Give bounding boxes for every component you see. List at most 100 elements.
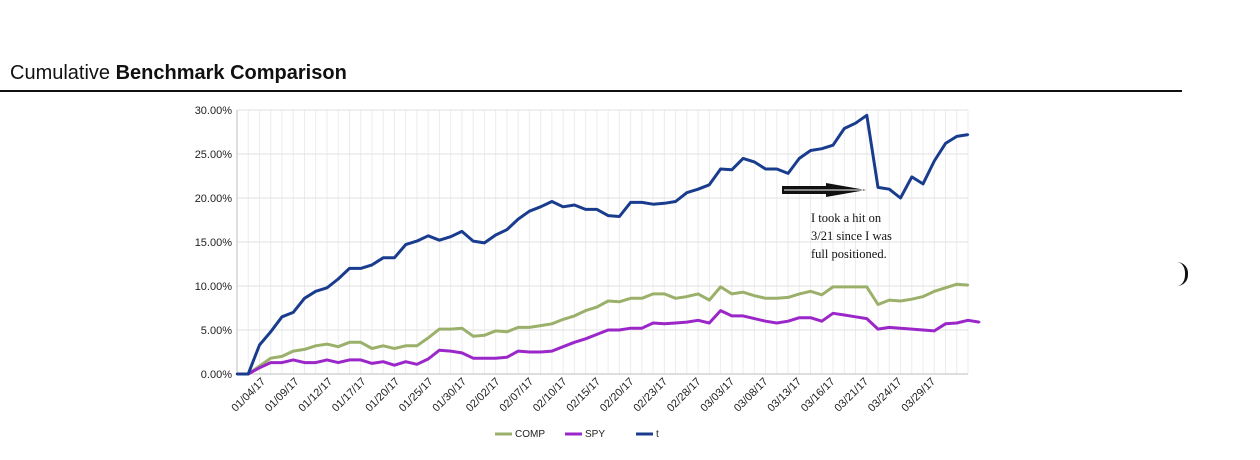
data-point-t	[651, 202, 655, 206]
data-point-t	[910, 175, 913, 179]
annotation-text-line: full positioned.	[811, 247, 887, 261]
data-point-SPY	[382, 360, 385, 363]
data-point-COMP	[494, 329, 497, 333]
data-point-t	[292, 311, 295, 314]
data-point-t	[685, 191, 689, 194]
data-point-COMP	[764, 297, 767, 300]
x-tick-label: 02/10/17	[531, 376, 570, 415]
data-point-t	[584, 208, 587, 211]
data-point-SPY	[831, 312, 835, 315]
data-point-COMP	[966, 283, 970, 287]
data-point-SPY	[775, 321, 779, 325]
data-point-COMP	[471, 334, 475, 338]
data-point-t	[854, 122, 857, 125]
data-point-SPY	[910, 327, 913, 331]
data-point-SPY	[685, 320, 689, 324]
data-point-t	[899, 196, 902, 200]
data-point-SPY	[798, 316, 801, 319]
data-point-t	[393, 256, 396, 260]
data-point-COMP	[753, 294, 756, 297]
data-point-COMP	[865, 285, 868, 289]
legend-label-SPY: SPY	[585, 429, 605, 440]
x-tick-label: 03/21/17	[832, 376, 871, 415]
data-point-t	[629, 201, 632, 204]
data-point-SPY	[955, 321, 958, 325]
data-point-SPY	[550, 349, 554, 353]
data-point-COMP	[674, 297, 677, 300]
data-point-SPY	[280, 361, 284, 364]
data-point-t	[888, 188, 891, 191]
data-point-COMP	[786, 296, 790, 299]
data-point-t	[460, 230, 464, 233]
data-point-COMP	[933, 290, 936, 293]
data-point-COMP	[606, 299, 610, 303]
data-point-COMP	[370, 347, 374, 350]
data-point-SPY	[539, 350, 542, 354]
data-point-t	[494, 233, 497, 237]
data-point-t	[831, 144, 835, 147]
data-point-COMP	[685, 295, 689, 298]
data-point-COMP	[303, 348, 306, 351]
legend-label-COMP: COMP	[515, 429, 545, 440]
data-point-t	[550, 200, 554, 203]
data-point-t	[741, 157, 745, 160]
x-tick-label: 02/20/17	[598, 376, 637, 415]
data-point-t	[471, 239, 475, 243]
data-point-t	[280, 315, 284, 318]
data-point-COMP	[921, 295, 925, 298]
data-point-SPY	[415, 363, 419, 366]
data-point-SPY	[359, 358, 362, 362]
x-tick-label: 01/30/17	[430, 376, 469, 415]
data-point-t	[786, 172, 790, 175]
data-point-SPY	[606, 328, 610, 332]
data-point-COMP	[899, 299, 902, 303]
data-point-SPY	[888, 326, 891, 329]
x-tick-label: 03/16/17	[799, 376, 838, 415]
data-point-t	[483, 241, 486, 245]
data-point-SPY	[483, 356, 486, 360]
data-point-SPY	[449, 349, 452, 353]
data-point-t	[708, 183, 711, 186]
data-point-t	[325, 286, 329, 289]
data-point-COMP	[640, 297, 644, 300]
data-point-t	[505, 228, 509, 231]
data-point-COMP	[708, 298, 711, 302]
data-point-t	[944, 142, 947, 145]
x-tick-label: 02/02/17	[464, 376, 503, 415]
data-point-COMP	[426, 336, 430, 340]
data-point-SPY	[651, 321, 655, 325]
data-point-t	[449, 235, 452, 238]
data-point-t	[865, 114, 868, 117]
data-point-COMP	[449, 327, 452, 331]
data-point-SPY	[460, 351, 464, 355]
data-point-t	[730, 168, 734, 172]
y-tick-label: 5.00%	[201, 325, 232, 337]
x-tick-label: 01/09/17	[263, 376, 302, 415]
data-point-t	[674, 200, 677, 203]
data-point-COMP	[269, 356, 272, 360]
data-point-SPY	[404, 360, 407, 363]
data-point-COMP	[798, 292, 801, 296]
data-point-t	[247, 372, 250, 376]
data-point-COMP	[876, 303, 880, 306]
x-tick-label: 01/04/17	[229, 376, 268, 415]
data-point-SPY	[629, 327, 632, 330]
data-point-t	[764, 167, 767, 171]
data-point-t	[921, 182, 925, 186]
x-tick-label: 03/29/17	[899, 376, 938, 415]
data-point-COMP	[809, 290, 812, 293]
data-point-t	[606, 214, 610, 217]
data-point-t	[269, 330, 272, 333]
data-point-SPY	[516, 349, 520, 353]
data-point-COMP	[629, 297, 632, 300]
x-tick-label: 03/24/17	[866, 376, 905, 415]
data-point-SPY	[505, 356, 509, 359]
data-point-SPY	[854, 315, 857, 318]
data-point-SPY	[899, 327, 902, 330]
y-tick-label: 25.00%	[195, 149, 233, 161]
data-point-COMP	[831, 285, 835, 289]
data-point-SPY	[640, 327, 644, 330]
data-point-t	[696, 188, 700, 191]
paren-mark	[1177, 262, 1188, 286]
